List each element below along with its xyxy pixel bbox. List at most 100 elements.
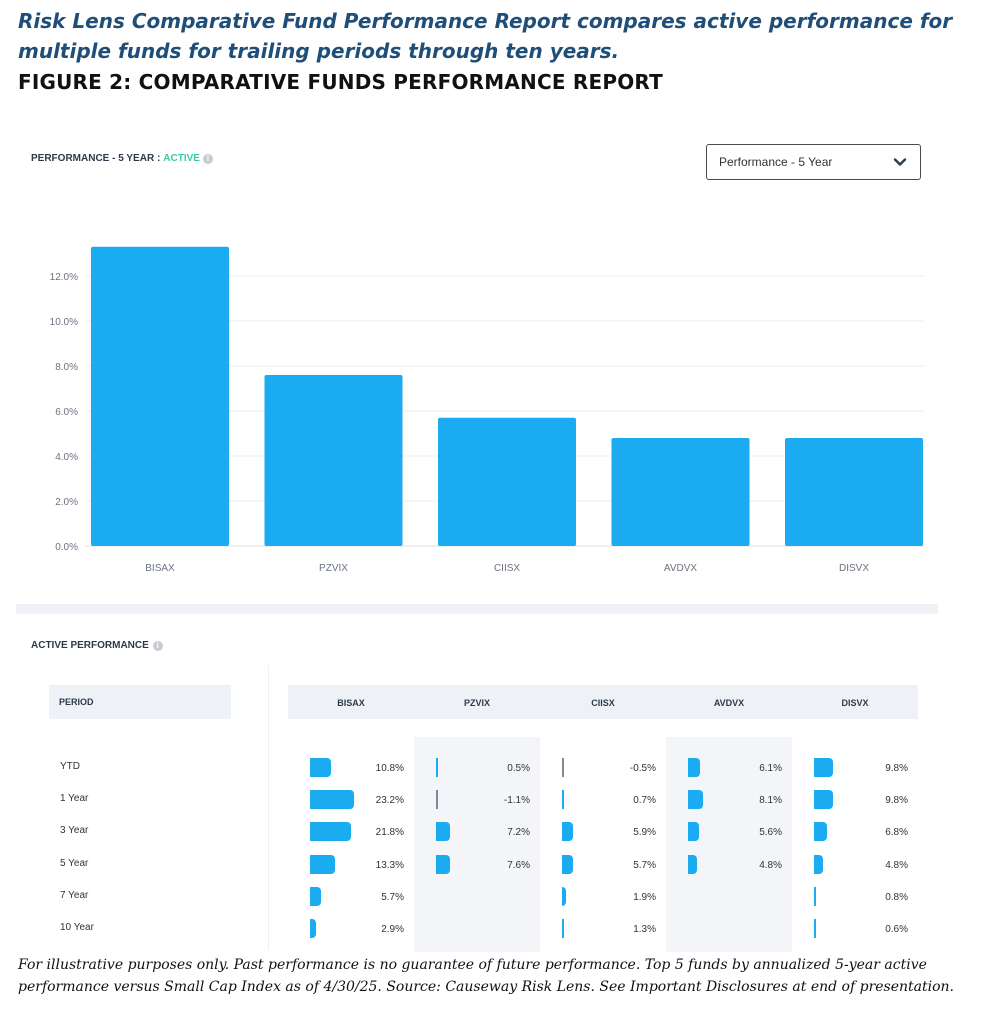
performance-bar [310,822,352,841]
performance-value: 0.7% [633,795,656,806]
performance-bar [562,758,564,777]
performance-bar [436,855,451,874]
performance-value: 9.8% [885,795,908,806]
performance-bar-chart: 0.0% 2.0% 4.0% 6.0% 8.0% 10.0% 12.0% BISAX PZVIX… [50,246,924,574]
column-shade [414,737,540,952]
column-header-disvx[interactable]: DISVX [841,698,869,708]
y-tick-label: 6.0% [55,407,78,418]
column-header-avdvx[interactable]: AVDVX [713,698,745,708]
performance-bar [814,919,816,938]
performance-value: -1.1% [503,795,530,806]
performance-bar [562,790,564,809]
performance-value: 7.6% [507,860,530,871]
performance-value: 5.9% [633,827,656,838]
y-tick-label: 4.0% [55,452,78,463]
headline: Risk Lens Comparative Fund Performance R… [18,9,953,63]
footnote: For illustrative purposes only. Past per… [18,957,955,995]
performance-value: 0.6% [885,924,908,935]
performance-bar [310,855,336,874]
bar-bisax[interactable] [91,246,229,546]
column-header-ciisx[interactable]: CIISX [591,698,615,708]
performance-bar [310,758,331,777]
performance-value: 1.9% [633,892,656,903]
column-separator [268,665,269,950]
performance-value: 4.8% [885,860,908,871]
performance-value: 0.8% [885,892,908,903]
y-tick-label: 0.0% [55,542,78,553]
performance-value: 6.1% [759,763,782,774]
performance-value: 2.9% [381,924,404,935]
x-tick-label: DISVX [839,563,869,574]
period-column-header: PERIOD [49,685,231,719]
bar-ciisx[interactable] [438,417,576,546]
chart-header: PERFORMANCE - 5 YEAR : ACTIVE i [31,153,213,164]
chevron-down-icon [893,158,907,166]
performance-bar [562,822,574,841]
performance-value: 23.2% [375,795,404,806]
performance-bar [562,919,564,938]
period-label: 10 Year [60,922,94,933]
fund-header-band [288,685,918,719]
period-label: YTD [60,761,80,772]
performance-bar [310,919,316,938]
column-shade [666,737,792,952]
performance-bar [688,822,699,841]
performance-bar [814,822,827,841]
performance-bar [562,855,573,874]
performance-bar [688,758,700,777]
x-tick-label: BISAX [145,563,175,574]
period-label: 3 Year [60,825,89,836]
y-tick-label: 12.0% [50,272,78,283]
performance-bar [814,790,833,809]
performance-bar [310,790,355,809]
performance-value: -0.5% [629,763,656,774]
column-header-pzvix[interactable]: PZVIX [463,698,490,708]
performance-value: 4.8% [759,860,782,871]
bar-disvx[interactable] [785,438,923,546]
performance-value: 5.6% [759,827,782,838]
x-tick-label: AVDVX [664,563,697,574]
performance-bar [310,887,321,906]
performance-value: 13.3% [375,860,404,871]
column-header-bisax[interactable]: BISAX [337,698,365,708]
y-tick-label: 10.0% [50,317,78,328]
x-tick-label: CIISX [494,563,520,574]
figure-title: FIGURE 2: COMPARATIVE FUNDS PERFORMANCE … [18,70,663,94]
chart-header-prefix: PERFORMANCE - 5 YEAR : [31,153,161,164]
period-label: 7 Year [60,890,89,901]
bar-avdvx[interactable] [611,438,750,546]
performance-value: 0.5% [507,763,530,774]
x-tick-label: PZVIX [319,563,348,574]
performance-bar [814,758,833,777]
period-label: 5 Year [60,858,89,869]
section-divider [16,604,938,614]
info-icon[interactable]: i [152,640,163,651]
performance-value: 5.7% [381,892,404,903]
performance-value: 8.1% [759,795,782,806]
chart-header-active: ACTIVE [163,153,200,164]
performance-value: 1.3% [633,924,656,935]
table-title: ACTIVE PERFORMANCE [31,640,149,651]
performance-bar [436,790,438,809]
table-header: ACTIVE PERFORMANCE i [31,640,163,651]
performance-bar [688,855,698,874]
period-label: 1 Year [60,793,89,804]
performance-bar [436,758,438,777]
y-tick-label: 8.0% [55,362,78,373]
bar-pzvix[interactable] [264,375,403,546]
info-icon[interactable]: i [202,153,213,164]
performance-value: 5.7% [633,860,656,871]
select-value: Performance - 5 Year [719,155,833,169]
performance-bar [814,855,824,874]
performance-period-select[interactable]: Performance - 5 Year [706,144,921,180]
performance-bar [562,887,566,906]
y-tick-label: 2.0% [55,497,78,508]
performance-bar [688,790,704,809]
performance-value: 7.2% [507,827,530,838]
performance-value: 10.8% [375,763,404,774]
performance-value: 6.8% [885,827,908,838]
performance-value: 21.8% [375,827,404,838]
performance-bar [814,887,816,906]
performance-value: 9.8% [885,763,908,774]
performance-bar [436,822,450,841]
